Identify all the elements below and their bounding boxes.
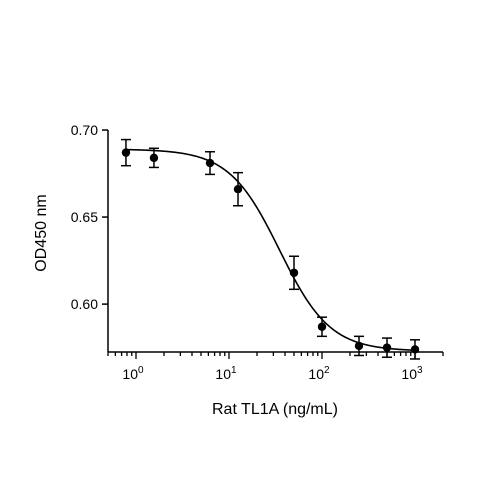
x-tick-label: 102 bbox=[308, 365, 330, 382]
data-point bbox=[233, 185, 243, 194]
fit-curve-group bbox=[125, 148, 416, 351]
data-points bbox=[120, 138, 421, 360]
data-point bbox=[317, 322, 327, 331]
data-point bbox=[289, 268, 299, 277]
x-axis-label: Rat TL1A (ng/mL) bbox=[212, 401, 338, 418]
ticks: 0.60 0.65 0.70 100 101 102 103 bbox=[71, 122, 444, 382]
x-tick-label: 103 bbox=[401, 365, 423, 382]
data-point bbox=[410, 345, 420, 354]
y-tick-label: 0.60 bbox=[71, 296, 98, 312]
x-tick-label: 100 bbox=[122, 365, 144, 382]
data-point bbox=[149, 153, 159, 163]
data-point bbox=[205, 158, 215, 168]
data-point bbox=[382, 343, 392, 352]
y-tick-label: 0.70 bbox=[71, 122, 98, 138]
fit-curve bbox=[125, 148, 416, 351]
y-axis-label: OD450 nm bbox=[33, 194, 50, 271]
data-point bbox=[121, 148, 131, 157]
y-tick-label: 0.65 bbox=[71, 209, 98, 225]
x-tick-label: 101 bbox=[215, 365, 237, 382]
data-point bbox=[354, 341, 364, 351]
